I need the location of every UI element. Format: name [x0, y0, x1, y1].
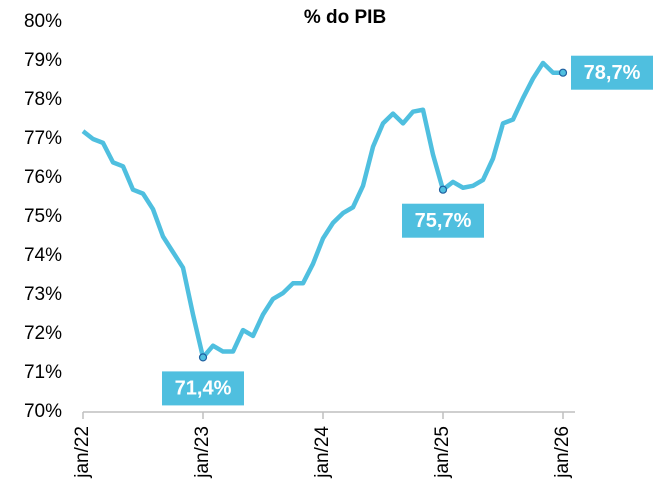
y-tick-label: 75%: [24, 206, 62, 227]
x-tick-label: jan/25: [432, 426, 453, 479]
point-marker: [438, 185, 448, 194]
data-label: 78,7%: [571, 55, 653, 90]
y-tick-label: 78%: [24, 89, 62, 110]
y-tick-label: 80%: [24, 11, 62, 32]
x-tick-label: jan/23: [192, 426, 213, 479]
y-tick-label: 73%: [24, 284, 62, 305]
y-tick-label: 70%: [24, 401, 62, 422]
data-label: 71,4%: [162, 371, 244, 406]
point-marker: [558, 68, 568, 77]
y-tick-label: 79%: [24, 50, 62, 71]
data-label-text: 71,4%: [175, 378, 232, 400]
y-tick-label: 76%: [24, 167, 62, 188]
x-tick-label: jan/24: [312, 426, 333, 479]
line: [81, 60, 563, 360]
y-tick-label: 71%: [24, 362, 62, 383]
data-label: 75,7%: [402, 203, 484, 238]
chart-title: % do PIB: [304, 7, 386, 28]
data-label-box: [162, 371, 244, 406]
y-tick-label: 72%: [24, 323, 62, 344]
data-label-box: [402, 203, 484, 238]
y-tick-label: 77%: [24, 128, 62, 149]
data-label-text: 75,7%: [415, 210, 472, 232]
y-tick-label: 74%: [24, 245, 62, 266]
x-tick-label: jan/26: [552, 426, 573, 479]
x-tick-label: jan/22: [72, 426, 93, 479]
point-marker: [198, 353, 208, 362]
data-label-box: [571, 55, 653, 90]
data-label-text: 78,7%: [584, 62, 641, 84]
